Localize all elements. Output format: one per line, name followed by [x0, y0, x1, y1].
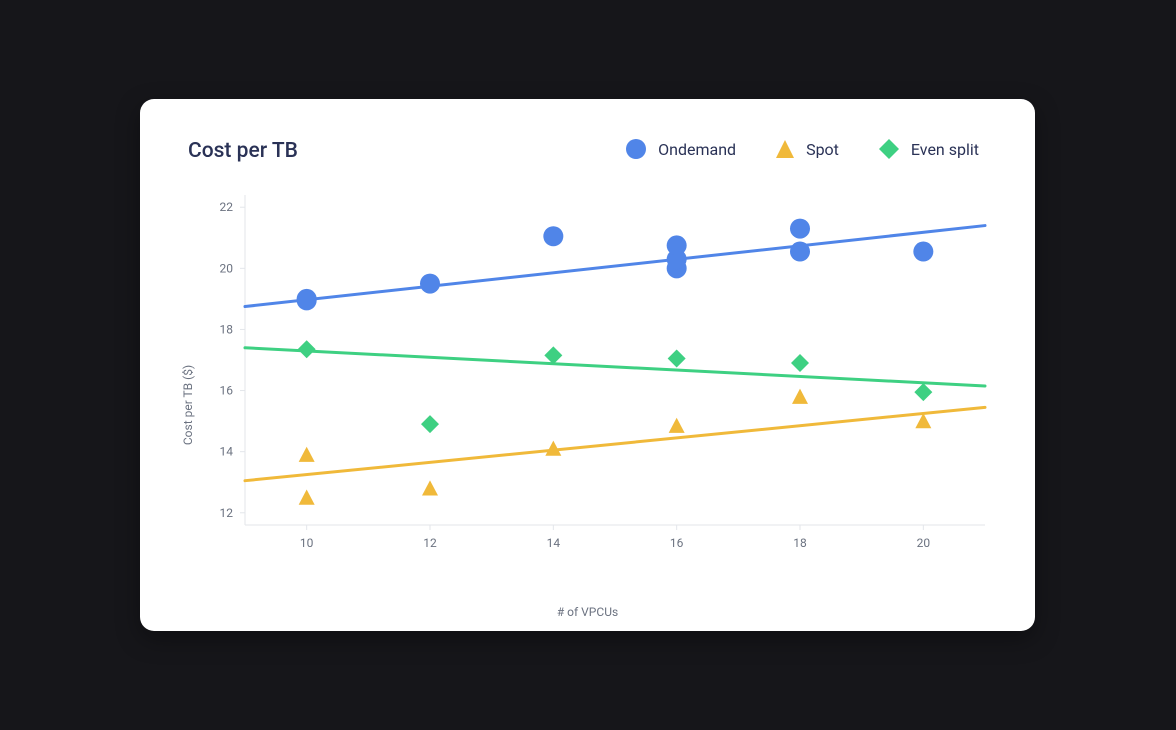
x-axis-label: # of VPCUs	[140, 605, 1035, 619]
svg-text:22: 22	[220, 200, 234, 214]
triangle-icon	[776, 140, 794, 158]
svg-text:14: 14	[547, 536, 561, 550]
legend-label: Spot	[806, 140, 839, 159]
chart-svg: 12 14 16 18 20 22 10 12 14 16 18 20	[140, 179, 1035, 589]
legend-item-even-split: Even split	[879, 139, 979, 159]
legend-label: Ondemand	[658, 140, 736, 159]
diamond-icon	[879, 139, 899, 159]
legend-label: Even split	[911, 140, 979, 159]
svg-text:16: 16	[670, 536, 684, 550]
svg-text:20: 20	[917, 536, 931, 550]
svg-text:18: 18	[220, 322, 234, 336]
chart-card: Cost per TB Ondemand Spot Even split Cos…	[140, 99, 1035, 631]
svg-text:16: 16	[220, 384, 234, 398]
svg-text:20: 20	[220, 261, 234, 275]
circle-icon	[626, 139, 646, 159]
svg-text:10: 10	[300, 536, 314, 550]
svg-text:12: 12	[423, 536, 437, 550]
legend-item-ondemand: Ondemand	[626, 139, 736, 159]
legend-item-spot: Spot	[776, 140, 839, 159]
svg-text:18: 18	[793, 536, 807, 550]
chart-legend: Ondemand Spot Even split	[626, 139, 979, 159]
svg-text:14: 14	[220, 445, 234, 459]
page-background: Cost per TB Ondemand Spot Even split Cos…	[0, 0, 1176, 730]
svg-text:12: 12	[220, 506, 234, 520]
chart-header: Cost per TB Ondemand Spot Even split	[140, 99, 1035, 179]
chart-area: Cost per TB ($) 121416182022101214161820…	[140, 179, 1035, 631]
chart-title: Cost per TB	[188, 139, 298, 163]
